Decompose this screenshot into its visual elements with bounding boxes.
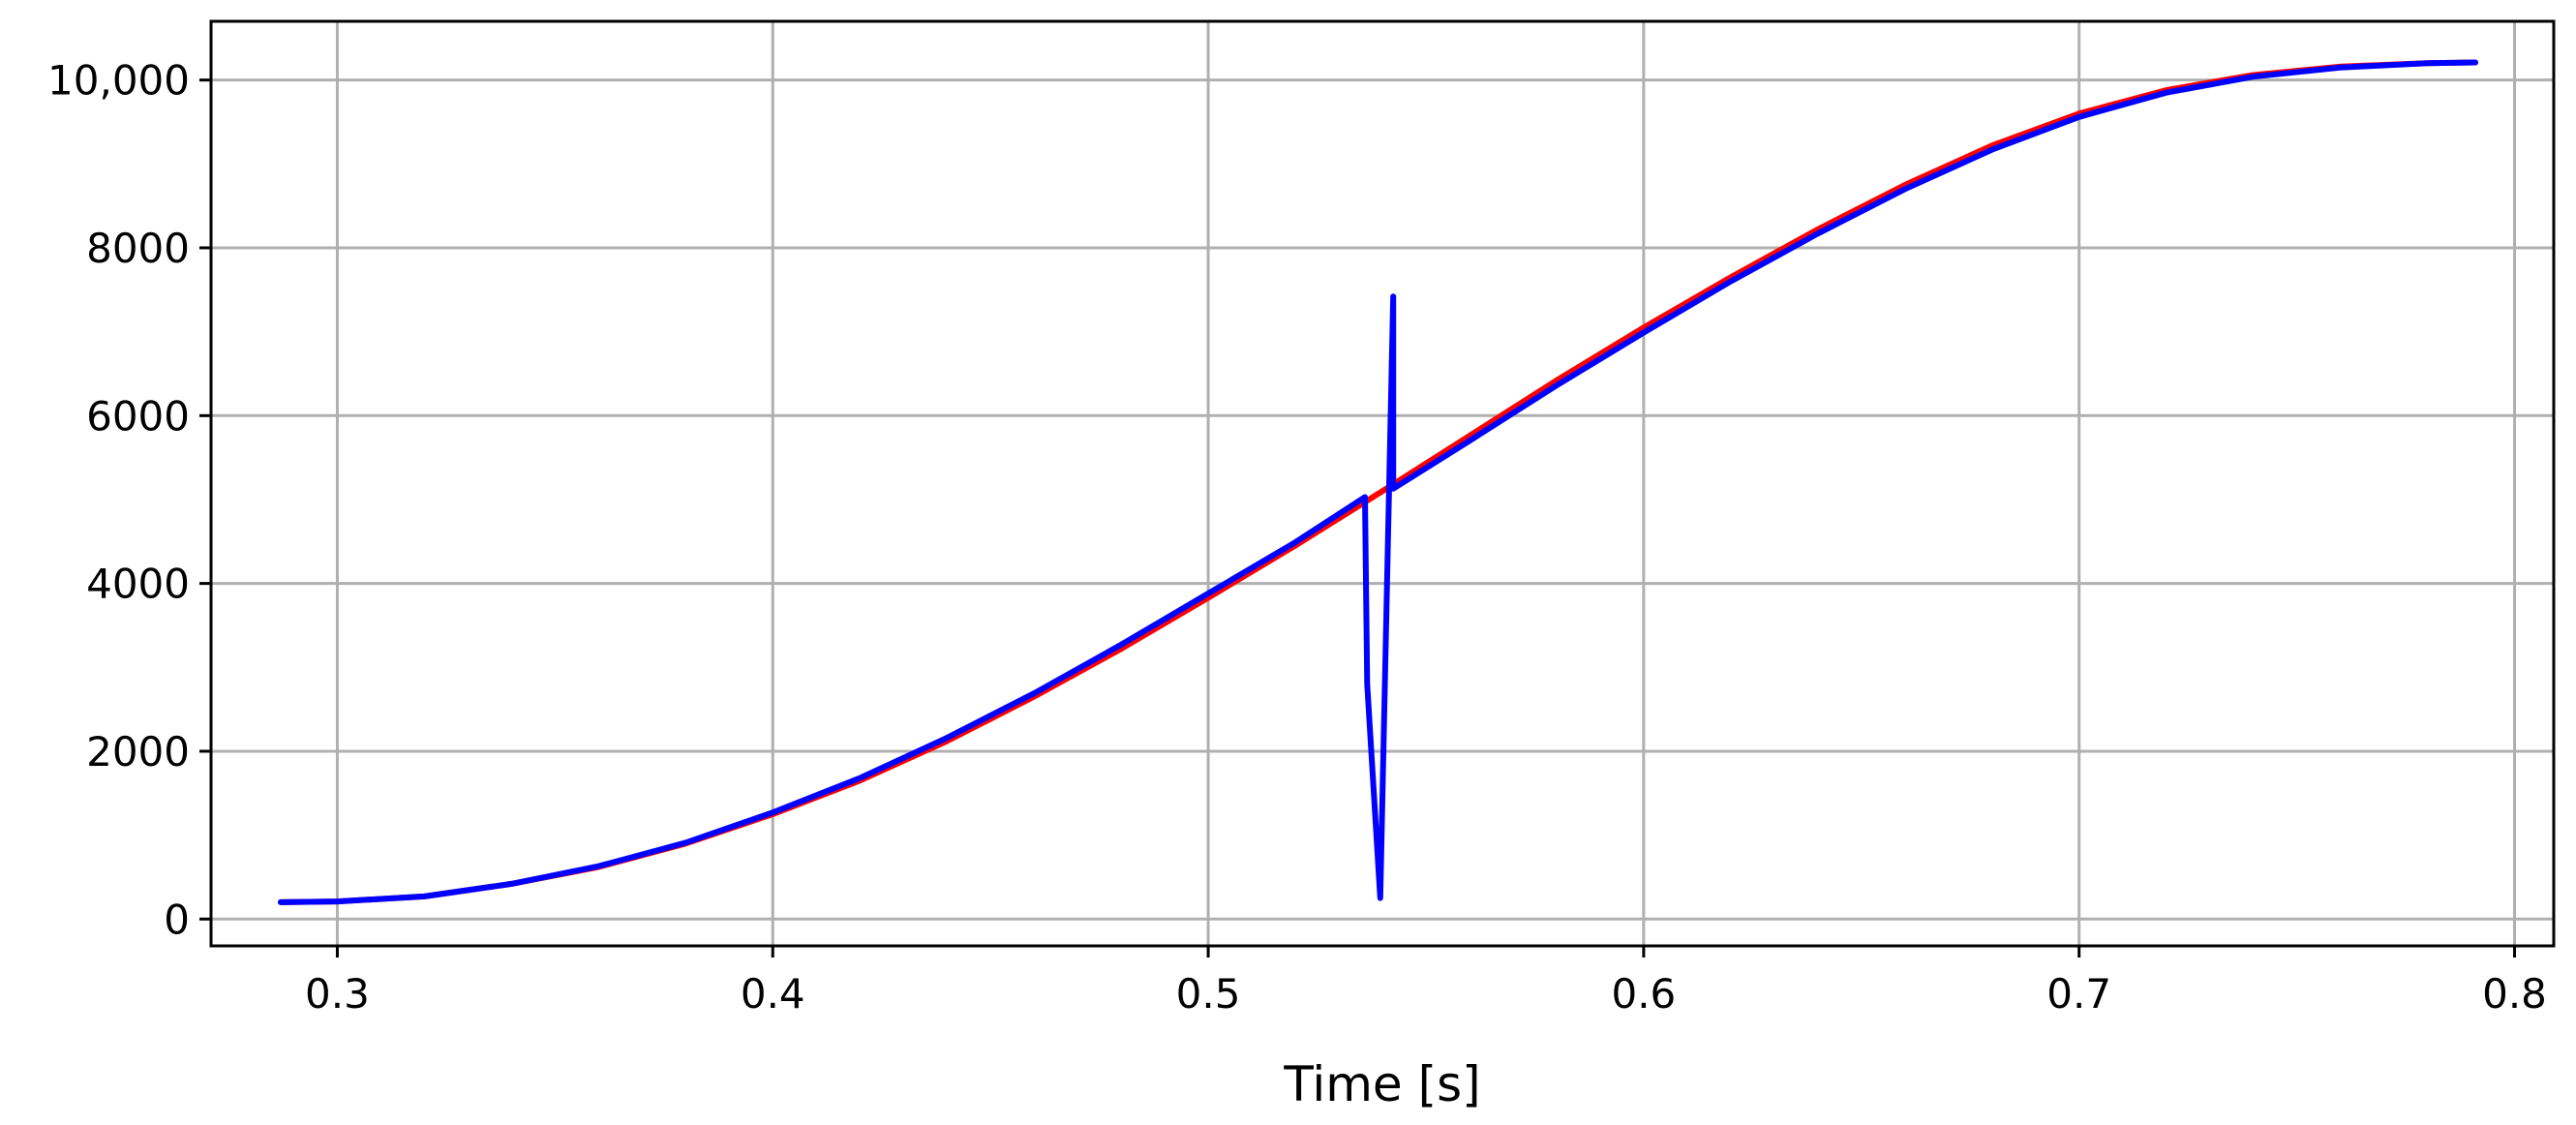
y-tick-label: 8000 xyxy=(86,225,190,272)
axis-ticks: 0.3 0.4 0.5 0.6 0.7 0.8 0 2000 4000 6000 8000 10,00… xyxy=(47,57,2547,1018)
x-tick-label: 0.6 xyxy=(1611,970,1676,1018)
x-tick-label: 0.3 xyxy=(305,970,370,1018)
x-tick-label: 0.7 xyxy=(2046,970,2111,1018)
x-axis-label: Time [s] xyxy=(1283,1056,1480,1112)
grid-lines xyxy=(211,21,2554,946)
y-tick-label: 10,000 xyxy=(47,57,190,105)
series-lines xyxy=(278,59,2478,905)
series-line-2 xyxy=(278,59,2478,905)
plot-frame xyxy=(209,19,2556,948)
y-tick-label: 4000 xyxy=(86,561,190,608)
y-tick-label: 0 xyxy=(164,896,190,943)
x-tick-label: 0.8 xyxy=(2482,970,2547,1018)
y-tick-label: 6000 xyxy=(86,392,190,440)
x-tick-label: 0.5 xyxy=(1176,970,1241,1018)
y-tick-label: 2000 xyxy=(86,728,190,775)
x-tick-label: 0.4 xyxy=(741,970,805,1018)
